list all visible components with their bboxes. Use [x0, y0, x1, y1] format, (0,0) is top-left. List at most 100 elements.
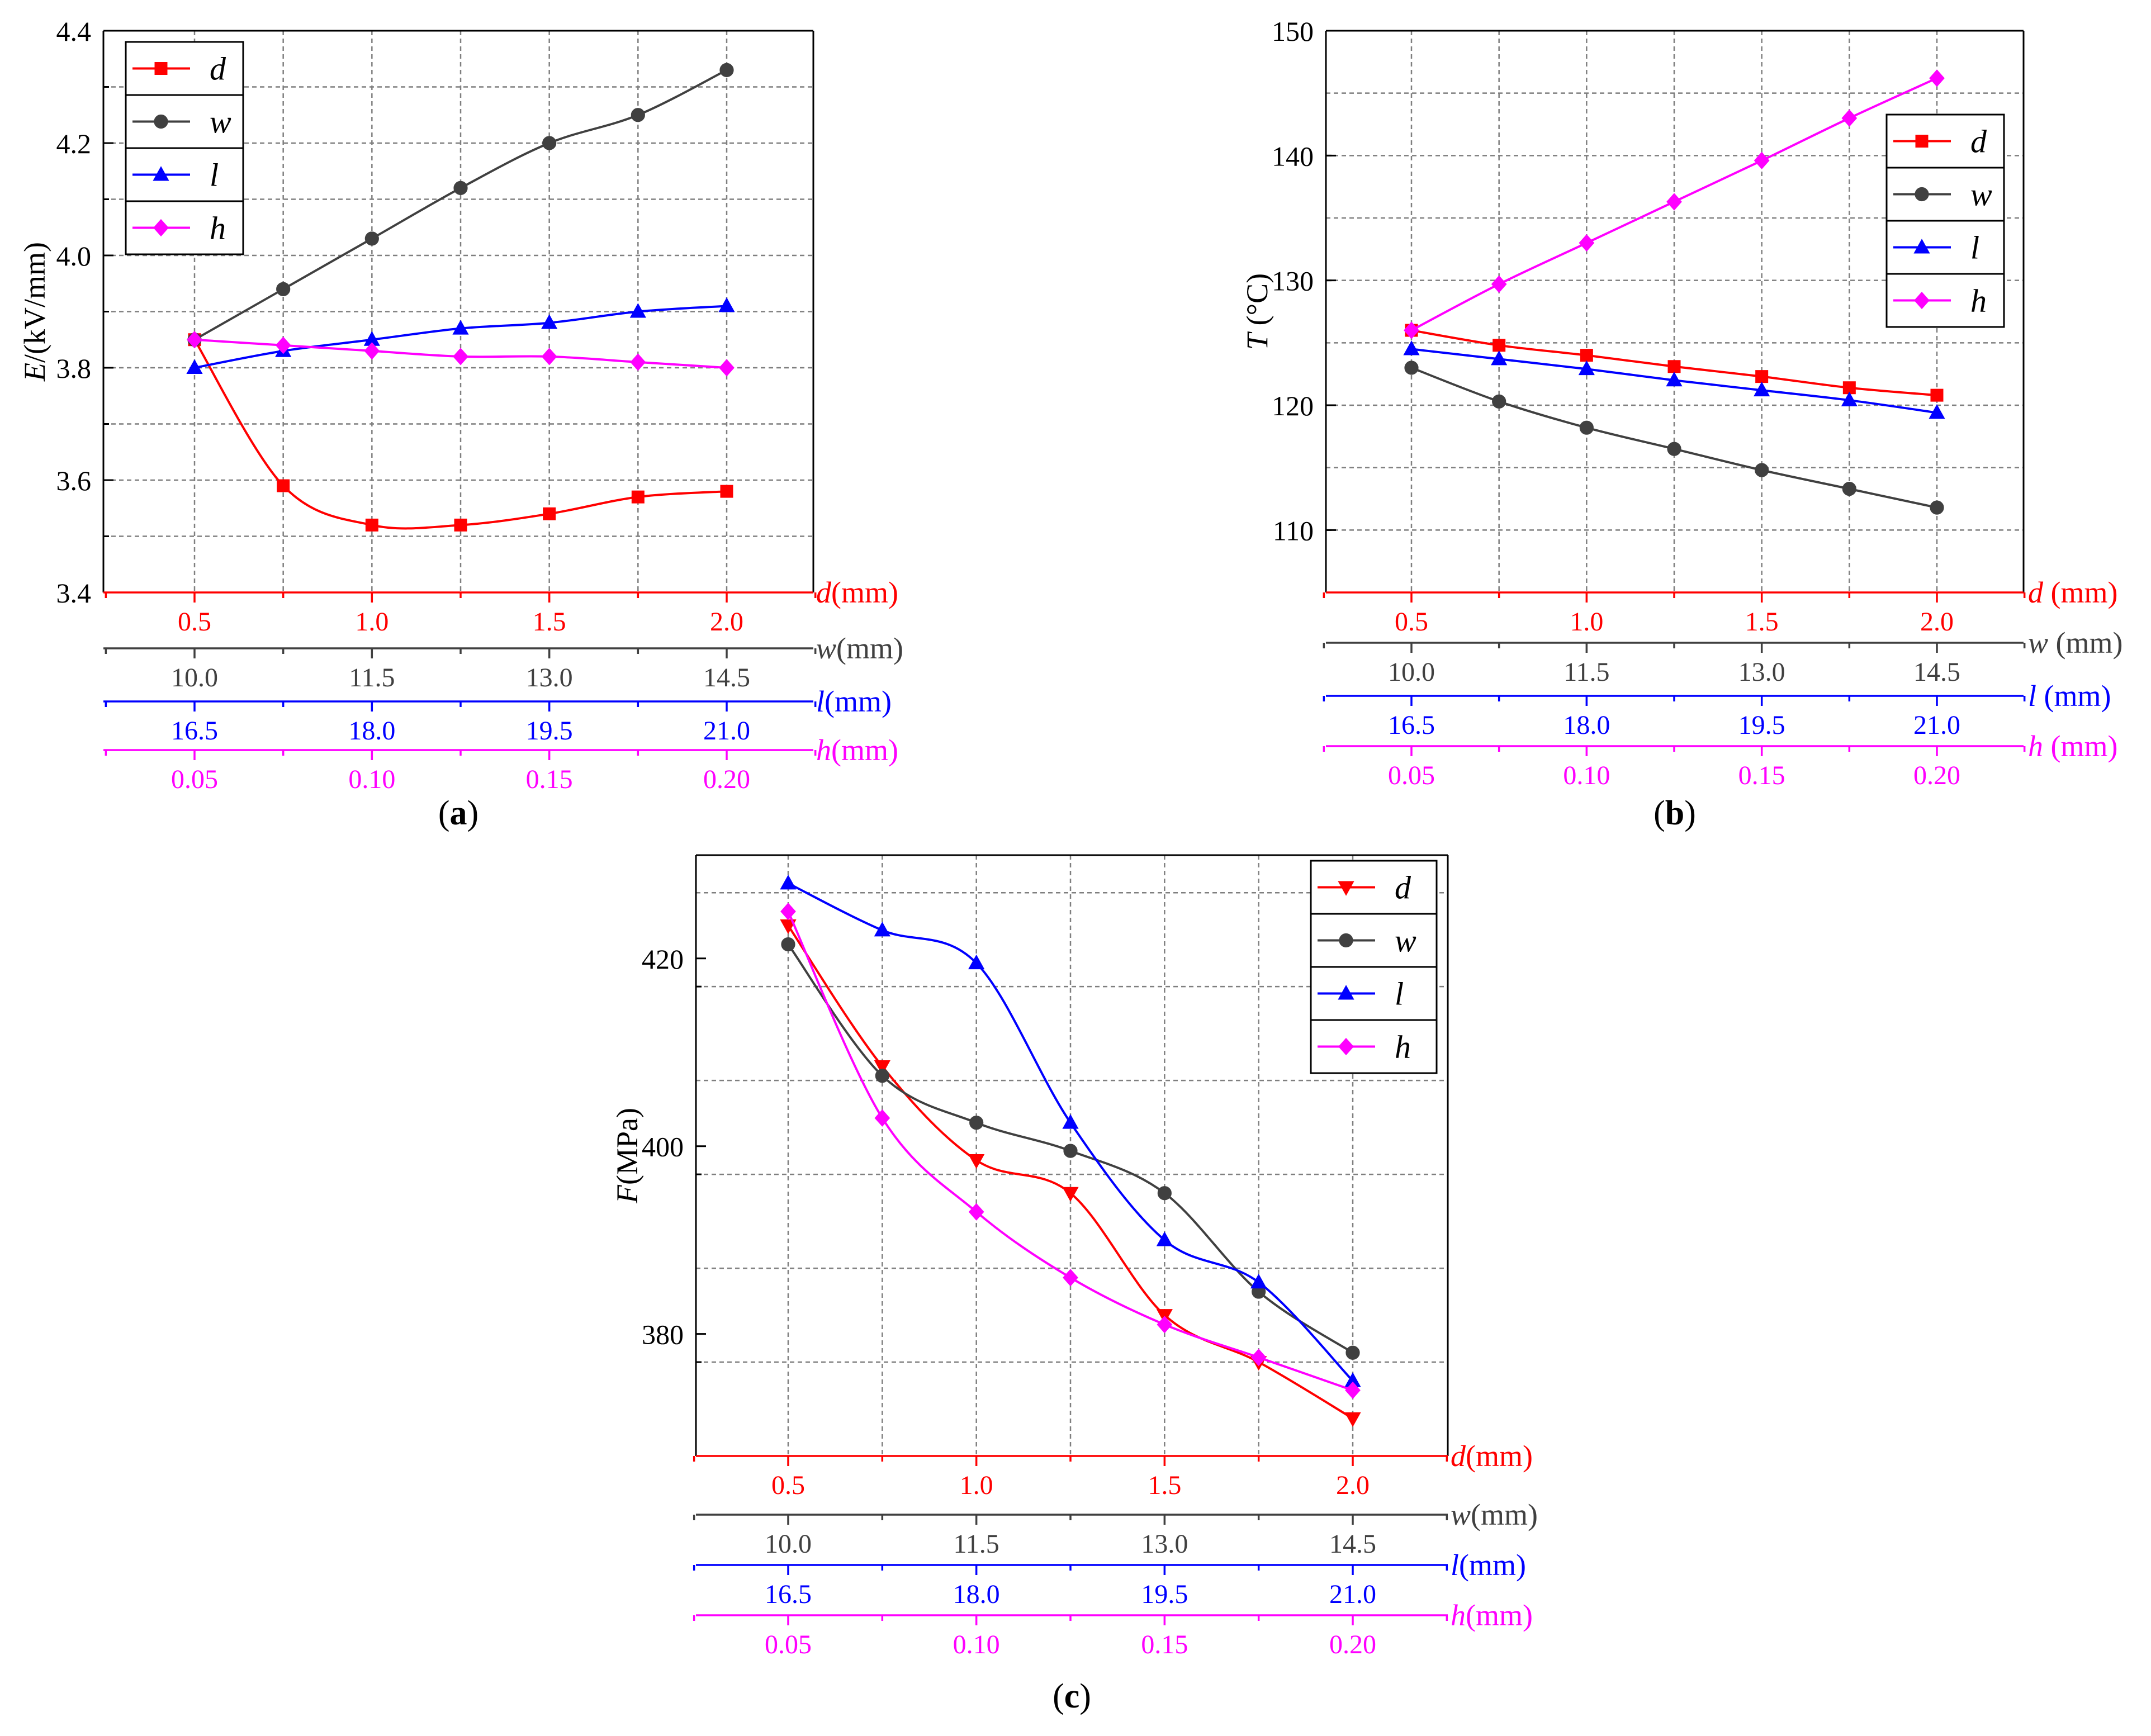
series-l-point: [1841, 391, 1858, 407]
axis-variable: l: [816, 685, 825, 718]
axis-unit: (mm): [2043, 729, 2117, 763]
w-axis-tick-label: 14.5: [703, 663, 750, 692]
axis-unit: (mm): [1471, 1498, 1538, 1531]
y-tick-label: 380: [642, 1319, 684, 1350]
l-axis-tick-label: 16.5: [1388, 710, 1435, 740]
y-tick-label: 130: [1272, 265, 1314, 297]
y-axis-unit: (°C): [1240, 273, 1274, 333]
w-axis-title: w(mm): [1451, 1498, 1538, 1531]
w-axis-tick-label: 10.0: [765, 1529, 812, 1559]
series-w-point: [1930, 500, 1944, 515]
axis-variable: l: [1451, 1548, 1459, 1582]
series-l-point: [1578, 360, 1595, 376]
series-h-point: [719, 359, 735, 377]
legend-swatch-marker: [1339, 933, 1353, 948]
series-d-point: [543, 507, 556, 520]
legend-swatch-marker: [1915, 135, 1929, 148]
l-axis-title: l(mm): [816, 685, 892, 718]
series-l-point: [1491, 350, 1508, 366]
w-axis-title: w(mm): [816, 632, 903, 665]
series-d-point: [1580, 349, 1593, 362]
legend-label: l: [1395, 976, 1404, 1012]
d-axis-tick-label: 1.0: [355, 607, 388, 637]
series-h-point: [1063, 1269, 1078, 1287]
panel-label-close: ): [467, 794, 479, 832]
d-axis-tick-label: 1.5: [1745, 607, 1779, 637]
series-w: [1404, 361, 1944, 515]
axis-unit: (mm): [1466, 1599, 1533, 1632]
legend-swatch-marker: [1338, 985, 1354, 1000]
d-axis-tick-label: 1.5: [533, 607, 566, 637]
w-axis-tick-label: 10.0: [1388, 657, 1435, 687]
panel-label: (c): [1053, 1677, 1091, 1715]
series-l-point: [1062, 1114, 1079, 1129]
d-axis-title: d(mm): [1451, 1439, 1533, 1473]
legend-swatch-marker: [154, 62, 168, 75]
l-axis-tick-label: 16.5: [765, 1580, 812, 1609]
series-w-point: [453, 181, 468, 195]
l-axis-tick-label: 18.0: [1563, 710, 1610, 740]
series-w-point: [1667, 442, 1681, 456]
d-axis-tick-label: 2.0: [1336, 1471, 1370, 1500]
h-axis-title: h(mm): [816, 733, 898, 767]
d-axis-tick-label: 2.0: [1920, 607, 1954, 637]
w-axis-tick-label: 10.0: [171, 663, 218, 692]
series-w-point: [276, 282, 291, 296]
y-axis-title: E/(kV/mm): [18, 242, 51, 382]
axis-variable: d: [1451, 1439, 1466, 1473]
y-tick-label: 4.2: [56, 128, 92, 159]
y-tick-label: 3.4: [56, 577, 92, 609]
y-tick-label: 4.4: [56, 16, 92, 47]
axis-variable: h: [2028, 729, 2043, 763]
d-axis-title: d (mm): [2028, 576, 2117, 609]
series-l-point: [1754, 381, 1770, 397]
legend-swatch-marker: [153, 166, 169, 181]
grid-lines: [1326, 31, 2024, 592]
series-d: [1405, 324, 1944, 402]
panel-label-open: (: [1053, 1677, 1064, 1715]
series-w-point: [1579, 420, 1594, 435]
series-w-point: [719, 63, 734, 77]
series-d-point: [277, 479, 290, 492]
legend-label: w: [1395, 923, 1416, 959]
series-l-point: [718, 297, 735, 312]
series-w-point: [969, 1116, 984, 1130]
panel-label-letter: b: [1665, 794, 1684, 832]
series-h-point: [1929, 69, 1945, 87]
series-l-point: [780, 875, 797, 890]
legend-label: w: [210, 104, 231, 140]
series-w-point: [1755, 463, 1769, 477]
l-axis-tick-label: 21.0: [1329, 1580, 1376, 1609]
series-d-point: [874, 1060, 890, 1075]
legend-swatch-marker: [1914, 291, 1930, 310]
series-d-point: [720, 485, 733, 498]
w-axis-tick-label: 14.5: [1329, 1529, 1376, 1559]
legend-label: h: [1970, 283, 1987, 319]
series-w-point: [1492, 394, 1506, 409]
panel-label-letter: c: [1064, 1677, 1080, 1715]
axis-variable: w: [1451, 1498, 1471, 1531]
w-axis-tick-label: 13.0: [526, 663, 573, 692]
axis-unit: (mm): [2048, 626, 2122, 660]
d-axis-tick-label: 1.0: [960, 1471, 993, 1500]
w-axis-tick-label: 13.0: [1738, 657, 1785, 687]
h-axis-tick-label: 0.05: [1388, 761, 1435, 790]
w-axis-title: w (mm): [2028, 626, 2123, 660]
series-l: [780, 875, 1361, 1387]
series-w-point: [542, 136, 557, 150]
h-axis-tick-label: 0.05: [171, 765, 218, 794]
series-h-point: [1250, 1349, 1267, 1367]
series-l-point: [1250, 1273, 1267, 1289]
axis-unit: (mm): [825, 685, 892, 718]
axis-variable: w: [2028, 626, 2048, 660]
l-axis-tick-label: 19.5: [1738, 710, 1785, 740]
h-axis-tick-label: 0.10: [348, 765, 395, 794]
series-h-point: [1666, 193, 1682, 211]
axis-unit: (mm): [831, 576, 898, 609]
series-l: [1403, 340, 1945, 419]
chart-panel-b: 110 120 130 140 150 T (°C) 0.5 1.0 1.5 2.0 d (mm) 1…: [1240, 16, 2123, 832]
series-d-point: [1930, 388, 1944, 402]
h-axis-tick-label: 0.15: [526, 765, 573, 794]
